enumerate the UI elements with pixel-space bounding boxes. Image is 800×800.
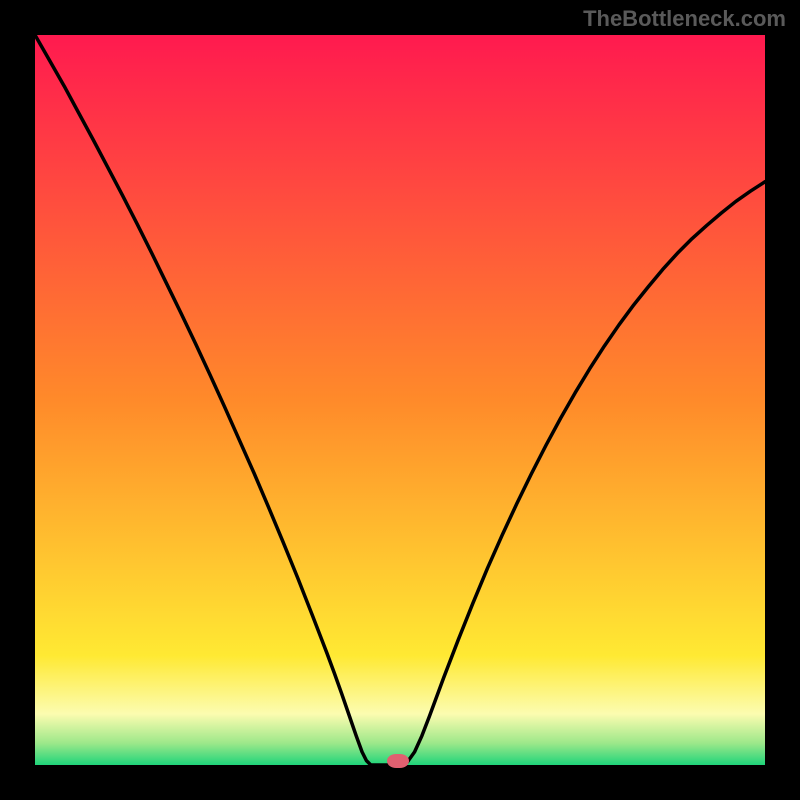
chart-plot-area (35, 35, 765, 765)
optimal-point-marker (387, 754, 409, 768)
bottleneck-curve-svg (35, 35, 765, 765)
watermark-text: TheBottleneck.com (583, 6, 786, 32)
bottleneck-curve-path (35, 35, 765, 765)
